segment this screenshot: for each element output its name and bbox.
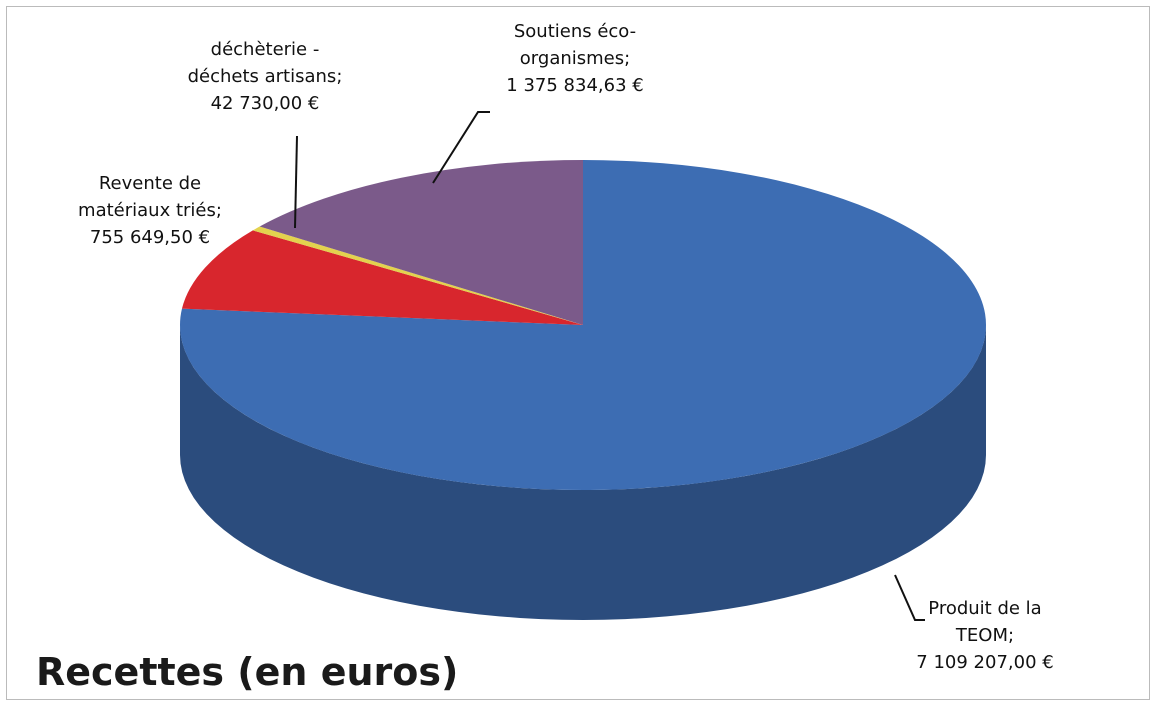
slice-value: 1 375 834,63 € [506,75,644,96]
slice-label: Soutiens éco-organismes; 1 375 834,63 € [470,18,680,99]
slice-name: Produit de la TEOM; [928,598,1042,646]
slice-name: Soutiens éco-organismes; [513,21,637,69]
leader-line [432,111,490,184]
slice-label: Revente de matériaux triés; 755 649,50 € [45,170,255,251]
leader-line [294,135,298,229]
slice-value: 7 109 207,00 € [916,652,1054,673]
slice [181,230,584,325]
slice-value: 42 730,00 € [210,93,320,114]
leader-lines [294,111,925,621]
slice-label: déchèterie - déchets artisans; 42 730,00 … [160,36,370,117]
slice-name: Revente de matériaux triés; [78,173,222,221]
slice [252,226,584,325]
chart-title: Recettes (en euros) [36,650,459,694]
slice-label: Produit de la TEOM; 7 109 207,00 € [880,595,1090,676]
slice-value: 755 649,50 € [89,227,211,248]
frame [6,6,1150,700]
slice-side [180,325,986,620]
slice-name: déchèterie - déchets artisans; [187,39,343,87]
leader-line [894,574,925,621]
slice [259,160,583,325]
